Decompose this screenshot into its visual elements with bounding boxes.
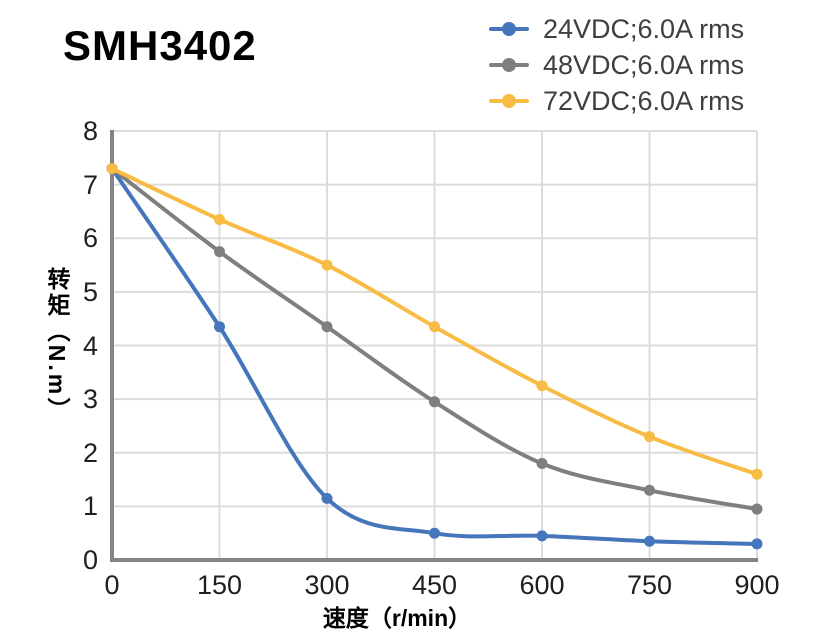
y-tick-label: 1 xyxy=(82,491,98,522)
y-axis-title: 转矩（N.m） xyxy=(44,266,70,424)
x-tick-label: 300 xyxy=(304,570,350,600)
y-tick-label: 5 xyxy=(82,276,98,307)
legend-item-24vdc: 24VDC;6.0A rms xyxy=(489,11,744,47)
legend-dot-swatch xyxy=(502,94,516,108)
legend-marker-icon xyxy=(489,58,529,72)
legend-dot-swatch xyxy=(502,22,516,36)
y-tick-label: 6 xyxy=(82,223,98,254)
y-tick-label: 7 xyxy=(82,169,98,200)
legend-label: 72VDC;6.0A rms xyxy=(543,85,745,116)
y-tick-label: 8 xyxy=(82,116,98,146)
y-tick-label: 4 xyxy=(82,330,98,361)
legend: 24VDC;6.0A rms 48VDC;6.0A rms 72VDC;6.0A… xyxy=(489,11,744,119)
x-tick-label: 600 xyxy=(519,570,565,600)
y-tick-label: 2 xyxy=(82,437,98,468)
legend-item-72vdc: 72VDC;6.0A rms xyxy=(489,83,744,119)
y-tick-label: 3 xyxy=(82,384,98,415)
legend-item-48vdc: 48VDC;6.0A rms xyxy=(489,47,744,83)
legend-marker-icon xyxy=(489,94,529,108)
x-tick-label: 900 xyxy=(734,570,780,600)
legend-label: 24VDC;6.0A rms xyxy=(543,13,745,44)
x-tick-label: 150 xyxy=(196,570,243,600)
x-tick-label: 450 xyxy=(411,570,458,600)
x-axis-title: 速度（r/min） xyxy=(322,605,472,631)
page-title: SMH3402 xyxy=(63,22,257,69)
x-tick-label: 750 xyxy=(626,570,673,600)
legend-dot-swatch xyxy=(502,58,516,72)
y-tick-label: 0 xyxy=(82,545,98,575)
legend-label: 48VDC;6.0A rms xyxy=(543,49,745,80)
x-tick-label: 0 xyxy=(104,570,120,600)
legend-marker-icon xyxy=(489,22,529,36)
